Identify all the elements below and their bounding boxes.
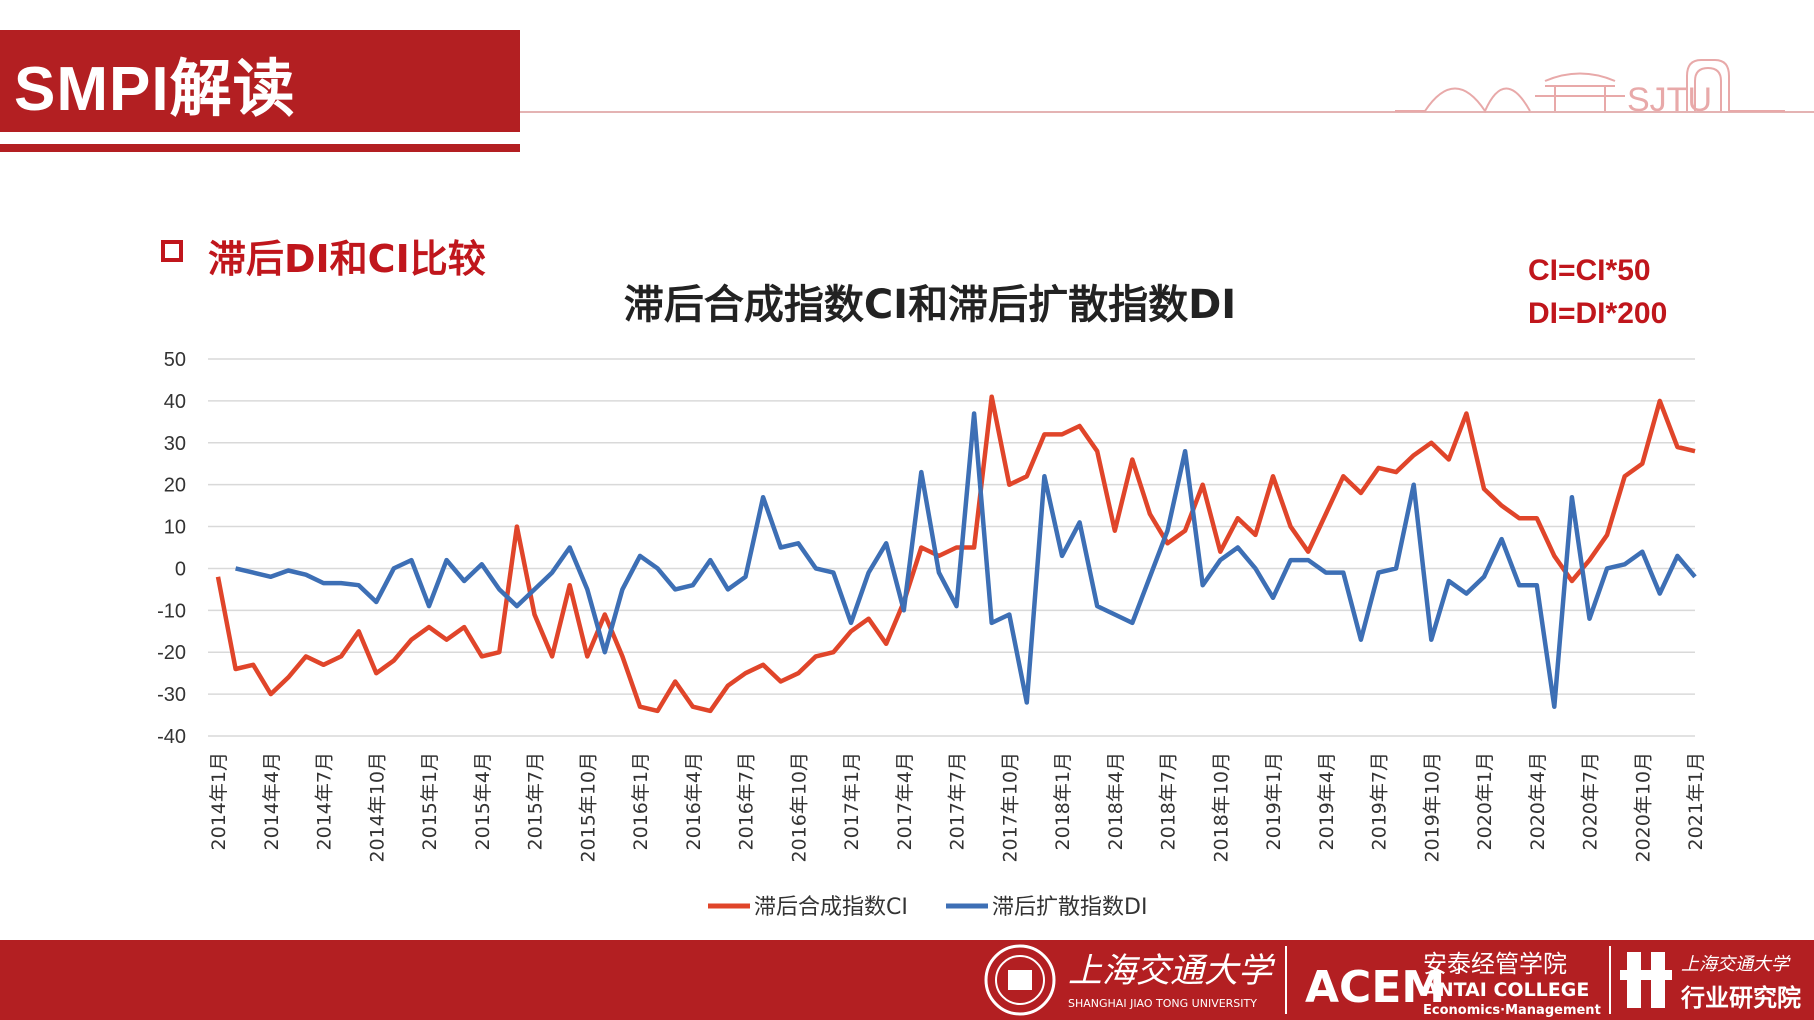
footer-logos: 上海交通大学 SHANGHAI JIAO TONG UNIVERSITY ACE… [984, 944, 1801, 1018]
x-tick-label: 2014年1月 [208, 752, 230, 850]
legend-label-1: 滞后扩散指数DI [992, 895, 1147, 920]
y-tick-label: -10 [157, 600, 186, 622]
y-tick-label: -40 [157, 726, 186, 748]
footer-divider-2 [1609, 946, 1611, 1014]
series-line-1 [235, 411, 1697, 709]
header-rule [520, 111, 1814, 113]
chart-title: 滞后合成指数CI和滞后扩散指数DI [623, 282, 1237, 328]
institute-name-cn-2: 行业研究院 [1680, 984, 1801, 1012]
y-tick-label: 0 [175, 558, 186, 580]
page-title: SMPI解读 [14, 55, 296, 124]
x-tick-label: 2016年4月 [683, 752, 705, 850]
university-name-en: SHANGHAI JIAO TONG UNIVERSITY [1068, 997, 1257, 1010]
x-tick-label: 2018年7月 [1158, 752, 1180, 850]
legend: 滞后合成指数CI 滞后扩散指数DI [708, 895, 1147, 920]
college-name-sub: Economics·Management [1423, 1003, 1601, 1018]
x-tick-label: 2015年7月 [525, 752, 547, 850]
x-tick-label: 2016年10月 [788, 752, 810, 863]
x-tick-label: 2016年7月 [736, 752, 758, 850]
x-tick-label: 2018年1月 [1052, 752, 1074, 850]
sjtu-seal-icon [984, 944, 1056, 1016]
x-tick-label: 2014年7月 [314, 752, 336, 850]
y-tick-label: -30 [157, 684, 186, 706]
legend-label-0: 滞后合成指数CI [754, 895, 908, 920]
x-tick-label: 2017年7月 [947, 752, 969, 850]
series-line-0 [215, 394, 1696, 714]
series-lines [215, 394, 1697, 714]
header-banner [0, 30, 520, 132]
y-tick-label: -20 [157, 642, 186, 664]
university-name-cn: 上海交通大学 [1068, 951, 1276, 991]
x-tick-label: 2018年10月 [1210, 752, 1232, 863]
x-tick-label: 2020年4月 [1527, 752, 1549, 850]
section-bullet-icon [161, 240, 183, 262]
x-tick-label: 2015年10月 [577, 752, 599, 863]
section-title: 滞后DI和CI比较 [208, 237, 486, 281]
sjtu-text: SJTU [1627, 81, 1712, 116]
x-tick-label: 2017年4月 [894, 752, 916, 850]
x-tick-label: 2019年10月 [1421, 752, 1443, 863]
y-tick-label: 40 [164, 391, 186, 413]
college-name-en: ANTAI COLLEGE [1423, 979, 1589, 1001]
x-tick-label: 2018年4月 [1105, 752, 1127, 850]
y-axis-ticks: 50 40 30 20 10 0 -10 -20 -30 -40 [157, 349, 186, 748]
y-tick-label: 20 [164, 475, 186, 497]
x-tick-label: 2014年4月 [261, 752, 283, 850]
di-scale-note: DI=DI*200 [1528, 297, 1668, 330]
x-axis-ticks: 2014年1月 2014年4月 2014年7月 2014年10月 2015年1月 2015… [208, 752, 1707, 863]
x-tick-label: 2019年1月 [1263, 752, 1285, 850]
header-stripe [0, 144, 520, 152]
x-tick-label: 2017年10月 [999, 752, 1021, 863]
x-tick-label: 2021年1月 [1685, 752, 1707, 850]
acem-mark: ACEM [1305, 962, 1445, 1013]
x-tick-label: 2015年4月 [472, 752, 494, 850]
x-tick-label: 2015年1月 [419, 752, 441, 850]
footer-divider [1285, 946, 1287, 1014]
sjtu-gate-logo: SJTU [1395, 59, 1785, 116]
x-tick-label: 2020年10月 [1632, 752, 1654, 863]
ci-scale-note: CI=CI*50 [1528, 254, 1651, 287]
x-tick-label: 2016年1月 [630, 752, 652, 850]
grid-lines [208, 358, 1695, 737]
x-tick-label: 2020年7月 [1580, 752, 1602, 850]
y-tick-label: 10 [164, 517, 186, 539]
college-name-cn: 安泰经管学院 [1423, 950, 1567, 978]
y-tick-label: 30 [164, 433, 186, 455]
institute-name-cn-1: 上海交通大学 [1681, 954, 1791, 975]
x-tick-label: 2020年1月 [1474, 752, 1496, 850]
footer-bar [0, 940, 1814, 1020]
y-tick-label: 50 [164, 349, 186, 371]
x-tick-label: 2019年7月 [1369, 752, 1391, 850]
x-tick-label: 2017年1月 [841, 752, 863, 850]
institute-mark-icon [1620, 952, 1672, 1008]
x-tick-label: 2019年4月 [1316, 752, 1338, 850]
x-tick-label: 2014年10月 [366, 752, 388, 863]
